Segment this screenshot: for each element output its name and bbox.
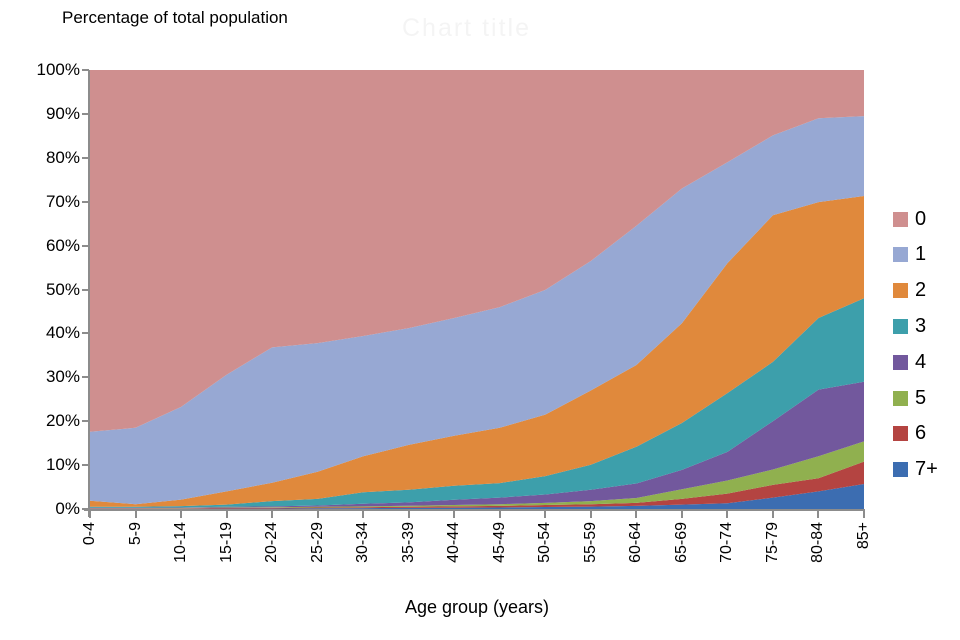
x-tick-mark: [453, 511, 456, 518]
y-tick-label: 40%: [45, 323, 80, 343]
y-tick-mark: [82, 156, 89, 159]
y-tick-label: 20%: [45, 411, 80, 431]
area-series-4: [90, 381, 864, 509]
chart-title: Percentage of total population: [62, 8, 288, 27]
x-tick-mark: [726, 511, 729, 518]
x-tick-label: 40-44: [445, 522, 463, 563]
x-tick-label: 55-59: [581, 522, 599, 563]
area-series-0: [90, 70, 864, 432]
legend-swatch: [893, 247, 908, 263]
x-axis-line: [84, 509, 865, 511]
legend-item-7+: 7+: [893, 458, 938, 482]
legend-item-6: 6: [893, 422, 926, 446]
x-axis-title: Age group (years): [404, 597, 550, 617]
legend-label: 4: [915, 350, 927, 373]
area-series-1: [90, 116, 864, 505]
x-tick-label: 60-64: [627, 522, 645, 563]
legend-label: 3: [915, 314, 927, 337]
y-tick-label: 90%: [45, 103, 80, 123]
stacked-area-plot: [90, 70, 864, 509]
x-tick-mark: [817, 511, 820, 518]
legend-item-5: 5: [893, 386, 926, 410]
y-tick-mark: [82, 200, 89, 203]
y-tick-label: 100%: [36, 60, 80, 79]
x-tick-mark: [544, 511, 547, 518]
watermark-text: Chart title: [402, 14, 531, 42]
y-tick-mark: [82, 288, 89, 291]
x-tick-label: 85+: [855, 522, 872, 550]
x-tick-label: 70-74: [718, 522, 736, 563]
legend-label: 7+: [915, 458, 938, 481]
legend-item-1: 1: [893, 243, 926, 267]
y-tick-mark: [82, 244, 89, 247]
y-tick-label: 10%: [45, 455, 80, 475]
legend-label: 6: [915, 422, 927, 445]
x-tick-mark: [771, 511, 774, 518]
legend-item-4: 4: [893, 350, 926, 374]
y-tick-mark: [82, 376, 89, 379]
y-tick-label: 70%: [45, 191, 80, 211]
legend-swatch: [893, 354, 908, 370]
x-tick-mark: [498, 511, 501, 518]
y-tick-mark: [82, 464, 89, 467]
x-tick-mark: [635, 511, 638, 518]
x-tick-label: 10-14: [172, 522, 190, 563]
legend-swatch: [893, 318, 908, 334]
x-tick-label: 25-29: [308, 522, 326, 563]
x-tick-label: 20-24: [263, 522, 281, 563]
x-tick-label: 15-19: [217, 522, 235, 563]
legend-swatch: [893, 426, 908, 442]
y-tick-label: 60%: [45, 235, 80, 255]
x-tick-label: 0-4: [81, 522, 98, 546]
legend-label: 5: [915, 386, 927, 409]
y-axis-line: [88, 70, 90, 517]
y-tick-mark: [82, 112, 89, 115]
x-tick-label: 65-69: [672, 522, 690, 563]
y-tick-label: 80%: [45, 147, 80, 167]
y-tick-mark: [82, 508, 89, 510]
legend-swatch: [893, 283, 908, 299]
area-series-2: [90, 196, 864, 507]
x-tick-mark: [316, 511, 319, 518]
legend-item-0: 0: [893, 207, 926, 231]
x-tick-mark: [225, 511, 228, 518]
y-tick-mark: [82, 420, 89, 423]
x-tick-mark: [134, 511, 137, 518]
x-tick-label: 30-34: [354, 522, 372, 563]
x-tick-mark: [680, 511, 683, 518]
legend-item-2: 2: [893, 279, 926, 303]
legend-label: 1: [915, 243, 927, 266]
area-series-7+: [90, 484, 864, 509]
legend-item-3: 3: [893, 314, 926, 338]
x-tick-mark: [89, 511, 91, 518]
area-series-3: [90, 298, 864, 508]
legend-label: 2: [915, 279, 927, 302]
plot-area: [90, 70, 864, 509]
x-tick-label: 80-84: [809, 522, 827, 563]
x-tick-label: 50-54: [536, 522, 554, 563]
y-tick-mark: [82, 332, 89, 335]
x-tick-mark: [863, 511, 865, 518]
x-tick-mark: [180, 511, 183, 518]
x-tick-mark: [407, 511, 410, 518]
y-tick-label: 50%: [45, 279, 80, 299]
legend: 0 1 2 3 4 5 6 7+: [893, 0, 960, 640]
legend-swatch: [893, 211, 908, 227]
y-tick-label: 30%: [45, 367, 80, 387]
legend-swatch: [893, 390, 908, 406]
x-tick-mark: [362, 511, 365, 518]
x-tick-mark: [589, 511, 592, 518]
legend-swatch: [893, 462, 908, 478]
x-tick-label: 35-39: [399, 522, 417, 563]
x-tick-label: 45-49: [490, 522, 508, 563]
legend-label: 0: [915, 207, 927, 230]
x-tick-label: 75-79: [763, 522, 781, 563]
x-tick-label: 5-9: [126, 522, 144, 546]
area-series-5: [90, 441, 864, 509]
y-tick-mark: [82, 69, 89, 71]
y-tick-label: 0%: [55, 499, 80, 518]
x-tick-mark: [271, 511, 274, 518]
